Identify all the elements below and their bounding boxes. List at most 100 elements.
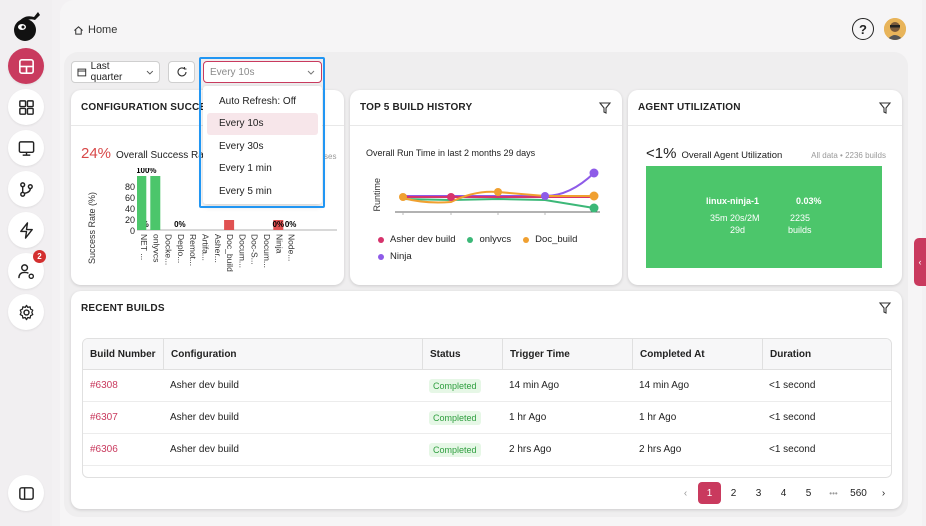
home-icon xyxy=(74,25,83,35)
table-row[interactable]: #6306 Asher dev build Completed 2 hrs Ag… xyxy=(83,434,891,466)
data-point xyxy=(541,192,549,200)
chart-legend: Asher dev build onlyvcs Doc_build Ninja xyxy=(378,234,608,262)
pagination-ellipsis[interactable]: ••• xyxy=(829,488,838,498)
col-build-number[interactable]: Build Number xyxy=(90,348,156,360)
page-button-last[interactable]: 560 xyxy=(850,487,867,499)
y-tick-label: 20 xyxy=(124,215,135,225)
page-button[interactable]: 1 xyxy=(698,482,721,504)
legend-label: onlyvcs xyxy=(479,234,512,245)
status-badge: Completed xyxy=(429,442,481,457)
date-range-value: Last quarter xyxy=(90,61,123,83)
gear-icon xyxy=(19,304,33,320)
legend-item[interactable]: Asher dev build xyxy=(378,234,455,245)
bar xyxy=(137,176,147,230)
y-tick-label: 60 xyxy=(124,193,135,203)
nav-grid[interactable] xyxy=(8,89,44,125)
nav-settings[interactable] xyxy=(8,294,44,330)
nav-users[interactable]: 2 xyxy=(8,250,46,289)
agent-days: 29d xyxy=(730,225,746,235)
avatar[interactable] xyxy=(884,18,906,40)
page-button[interactable]: 4 xyxy=(780,487,787,499)
agent-treemap-cell[interactable]: linux-ninja-1 35m 20s/2M 29d 0.03% 2235 … xyxy=(646,166,884,268)
card-title: CONFIGURATION SUCCES xyxy=(81,102,214,113)
duration-cell: <1 second xyxy=(769,380,816,391)
completed-at-cell: 2 hrs Ago xyxy=(639,444,682,455)
next-page-button[interactable]: › xyxy=(881,487,886,499)
menu-item-off[interactable]: Auto Refresh: Off xyxy=(219,95,297,107)
agent-builds-label: builds xyxy=(788,225,812,235)
success-rate-tail: ses xyxy=(324,152,337,161)
category-label: Asher... xyxy=(213,234,223,263)
refresh-button[interactable] xyxy=(168,61,195,83)
duration-cell: <1 second xyxy=(769,412,816,423)
page-button[interactable]: 3 xyxy=(755,487,762,499)
user-settings-icon xyxy=(17,263,34,279)
auto-refresh-menu: Auto Refresh: Off Every 10s Every 30s Ev… xyxy=(203,86,322,204)
menu-item-30s[interactable]: Every 30s xyxy=(219,140,264,152)
bar xyxy=(224,220,235,230)
y-axis-label: Success Rate (%) xyxy=(87,192,97,265)
build-number-link[interactable]: #6308 xyxy=(90,380,118,391)
bar-value-label: 100% xyxy=(137,168,157,175)
nav-branches[interactable] xyxy=(8,171,44,207)
category-label: Node... xyxy=(287,234,297,261)
legend-item[interactable]: onlyvcs xyxy=(467,234,511,245)
avatar-image xyxy=(884,18,906,40)
menu-item-1min[interactable]: Every 1 min xyxy=(219,163,272,175)
legend-item[interactable]: Ninja xyxy=(378,251,412,262)
menu-item-10s[interactable]: Every 10s xyxy=(207,112,318,135)
utilization-meta: All data • 2236 builds xyxy=(811,151,886,160)
pagination: ‹ 1 2 3 4 5 ••• 560 › xyxy=(673,482,896,504)
side-panel-toggle[interactable]: ‹ xyxy=(914,238,926,286)
trigger-time-cell: 2 hrs Ago xyxy=(509,444,552,455)
page-button[interactable]: 5 xyxy=(805,487,812,499)
table-row[interactable]: #6308 Asher dev build Completed 14 min A… xyxy=(83,370,891,402)
agent-name: linux-ninja-1 xyxy=(706,196,760,206)
nav-monitor[interactable] xyxy=(8,130,44,166)
nav-dashboard[interactable] xyxy=(8,48,44,84)
breadcrumb-home[interactable]: Home xyxy=(88,24,118,36)
data-point xyxy=(494,188,502,196)
col-completed-at[interactable]: Completed At xyxy=(632,339,762,369)
calendar-icon xyxy=(77,68,87,77)
filter-icon[interactable] xyxy=(878,301,892,315)
legend-item[interactable]: Doc_build xyxy=(523,234,577,245)
col-trigger-time[interactable]: Trigger Time xyxy=(502,339,632,369)
col-duration[interactable]: Duration xyxy=(762,339,891,369)
auto-refresh-value: Every 10s xyxy=(210,66,255,78)
agent-percent: 0.03% xyxy=(796,196,822,206)
configuration-cell: Asher dev build xyxy=(170,412,239,423)
y-tick-label: 0 xyxy=(129,226,135,236)
category-label: onlyvcs xyxy=(151,234,161,262)
menu-item-5min[interactable]: Every 5 min xyxy=(219,185,272,197)
nav-triggers[interactable] xyxy=(8,212,44,248)
notification-badge: 2 xyxy=(33,250,46,263)
chart-subtitle: Overall Run Time in last 2 months 29 day… xyxy=(366,148,536,158)
help-icon[interactable]: ? xyxy=(852,18,874,40)
app-logo xyxy=(14,12,40,41)
collapse-sidebar-button[interactable] xyxy=(8,475,44,511)
filter-icon[interactable] xyxy=(878,101,892,115)
category-label: Artifa... xyxy=(201,234,211,261)
auto-refresh-select[interactable]: Every 10s xyxy=(203,61,322,83)
success-rate-label: Overall Success Rat xyxy=(116,150,207,161)
category-label: NET ... xyxy=(139,234,149,260)
runtime-line-chart xyxy=(395,168,600,215)
bar xyxy=(150,176,161,230)
build-number-link[interactable]: #6306 xyxy=(90,444,118,455)
table-header: Build Number Configuration Status Trigge… xyxy=(83,339,891,370)
table-row[interactable]: #6307 Asher dev build Completed 1 hr Ago… xyxy=(83,402,891,434)
y-axis-ticks: 80 60 40 20 0 xyxy=(107,182,135,236)
page-button[interactable]: 2 xyxy=(730,487,737,499)
prev-page-button[interactable]: ‹ xyxy=(683,487,688,499)
col-status[interactable]: Status xyxy=(422,339,502,369)
build-number-link[interactable]: #6307 xyxy=(90,412,118,423)
bar-value-label: 0% xyxy=(174,220,186,229)
breadcrumb[interactable]: Home xyxy=(73,24,117,36)
col-configuration[interactable]: Configuration xyxy=(163,339,422,369)
monitor-icon xyxy=(18,140,34,156)
date-range-select[interactable]: Last quarter xyxy=(71,61,160,83)
status-badge: Completed xyxy=(429,410,481,425)
data-point xyxy=(447,193,455,201)
filter-icon[interactable] xyxy=(598,101,612,115)
